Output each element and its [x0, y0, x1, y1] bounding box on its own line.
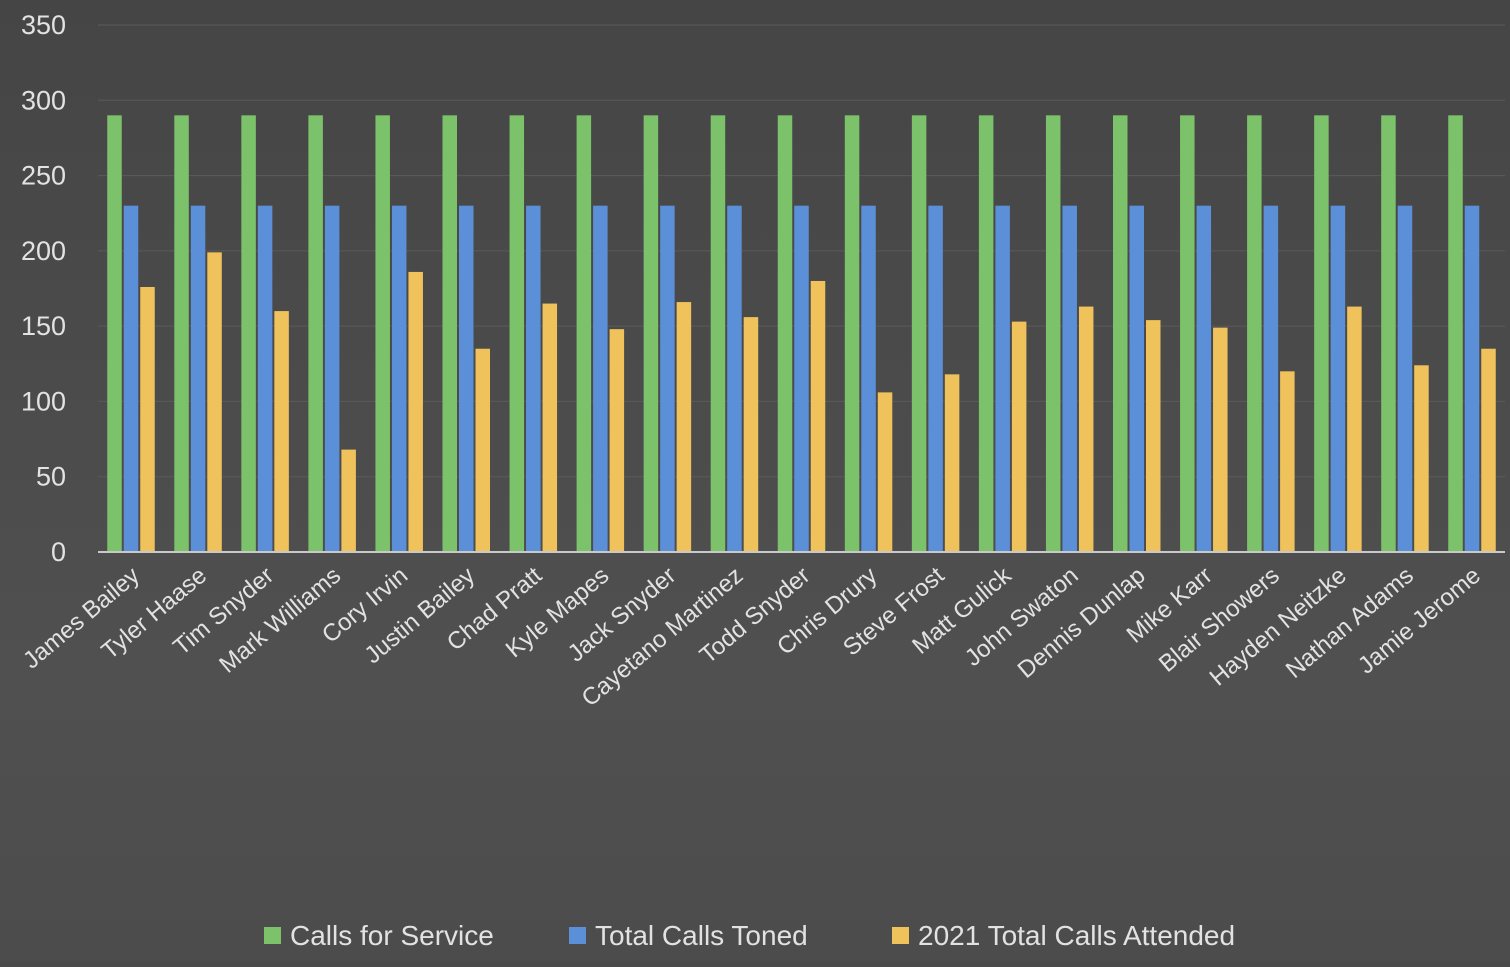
bar-calls-for-service-jack-snyder: [643, 115, 659, 552]
bar-total-calls-toned-chad-pratt: [526, 205, 541, 552]
bar-2021-total-calls-attended-nathan-adams: [1414, 365, 1429, 552]
bar-calls-for-service-cayetano-martinez: [710, 115, 726, 552]
bar-2021-total-calls-attended-james-bailey: [140, 286, 155, 552]
bar-2021-total-calls-attended-cory-irvin: [408, 271, 423, 552]
bar-calls-for-service-cory-irvin: [375, 115, 390, 552]
bar-calls-for-service-hayden-neitzke: [1314, 115, 1329, 552]
bar-calls-for-service-chris-drury: [844, 115, 860, 552]
bar-total-calls-toned-jack-snyder: [660, 205, 675, 552]
bar-calls-for-service-todd-snyder: [777, 115, 793, 552]
y-tick-label-150: 150: [21, 311, 66, 341]
bar-total-calls-toned-matt-gulick: [995, 205, 1010, 552]
bar-calls-for-service-justin-bailey: [442, 115, 457, 552]
x-category-label-james-bailey: James Bailey: [18, 562, 145, 674]
y-axis-tick-labels: 0 50 100 150 200 250 300 350: [21, 10, 66, 567]
bar-total-calls-toned-steve-frost: [928, 205, 943, 552]
bar-total-calls-toned-justin-bailey: [459, 205, 474, 552]
bar-calls-for-service-jamie-jerome: [1448, 115, 1463, 552]
bar-total-calls-toned-cory-irvin: [391, 205, 407, 552]
bar-calls-for-service-kyle-mapes: [576, 115, 592, 552]
bar-2021-total-calls-attended-steve-frost: [944, 374, 960, 552]
bar-total-calls-toned-todd-snyder: [794, 205, 809, 552]
bar-total-calls-toned-mike-karr: [1196, 205, 1212, 552]
legend-label-2021-total-calls-attended: 2021 Total Calls Attended: [918, 920, 1235, 951]
bar-total-calls-toned-dennis-dunlap: [1129, 205, 1144, 552]
bar-total-calls-toned-tyler-haase: [190, 205, 206, 552]
bar-total-calls-toned-cayetano-martinez: [727, 205, 742, 552]
bar-calls-for-service-john-swaton: [1045, 115, 1061, 552]
legend-label-calls-for-service: Calls for Service: [290, 920, 494, 951]
bar-calls-for-service-matt-gulick: [978, 115, 994, 552]
y-tick-label-0: 0: [51, 537, 66, 567]
bar-total-calls-toned-jamie-jerome: [1464, 205, 1480, 552]
legend-swatch-2021-total-calls-attended: [892, 927, 909, 944]
bar-total-calls-toned-tim-snyder: [257, 205, 273, 552]
bar-total-calls-toned-mark-williams: [324, 205, 340, 552]
bars: [107, 115, 1496, 553]
bar-2021-total-calls-attended-matt-gulick: [1011, 321, 1027, 552]
legend-swatch-calls-for-service: [264, 927, 281, 944]
bar-calls-for-service-steve-frost: [911, 115, 927, 552]
legend-swatch-total-calls-toned: [569, 927, 586, 944]
bar-2021-total-calls-attended-cayetano-martinez: [743, 317, 759, 552]
bar-total-calls-toned-kyle-mapes: [593, 205, 608, 552]
y-tick-label-200: 200: [21, 236, 66, 266]
bar-calls-for-service-james-bailey: [107, 115, 122, 552]
bar-calls-for-service-dennis-dunlap: [1113, 115, 1128, 552]
bar-2021-total-calls-attended-tim-snyder: [274, 311, 289, 552]
legend: Calls for Service Total Calls Toned 2021 T…: [264, 920, 1235, 951]
bar-calls-for-service-blair-showers: [1247, 115, 1262, 552]
bar-calls-for-service-nathan-adams: [1381, 115, 1396, 552]
bar-total-calls-toned-james-bailey: [123, 205, 139, 552]
bar-2021-total-calls-attended-mark-williams: [341, 449, 356, 552]
y-tick-label-350: 350: [21, 10, 66, 40]
bar-calls-for-service-mike-karr: [1180, 115, 1195, 552]
bar-calls-for-service-tim-snyder: [241, 115, 256, 552]
bar-2021-total-calls-attended-blair-showers: [1280, 371, 1295, 552]
y-tick-label-300: 300: [21, 85, 66, 115]
bar-2021-total-calls-attended-chad-pratt: [542, 303, 558, 552]
bar-2021-total-calls-attended-chris-drury: [877, 392, 893, 552]
bar-2021-total-calls-attended-john-swaton: [1078, 306, 1094, 552]
bar-total-calls-toned-chris-drury: [861, 205, 876, 552]
bar-2021-total-calls-attended-dennis-dunlap: [1146, 320, 1161, 552]
bar-calls-for-service-chad-pratt: [509, 115, 525, 552]
bar-total-calls-toned-hayden-neitzke: [1330, 205, 1346, 552]
bar-2021-total-calls-attended-jamie-jerome: [1481, 348, 1496, 552]
bar-calls-for-service-tyler-haase: [174, 115, 189, 552]
bar-2021-total-calls-attended-justin-bailey: [475, 348, 490, 552]
bar-total-calls-toned-nathan-adams: [1397, 205, 1413, 552]
y-tick-label-250: 250: [21, 161, 66, 191]
bar-2021-total-calls-attended-mike-karr: [1213, 327, 1228, 552]
bar-total-calls-toned-john-swaton: [1062, 205, 1077, 552]
bar-2021-total-calls-attended-todd-snyder: [810, 280, 826, 552]
legend-label-total-calls-toned: Total Calls Toned: [595, 920, 808, 951]
bar-calls-for-service-mark-williams: [308, 115, 323, 552]
y-tick-label-100: 100: [21, 386, 66, 416]
bar-2021-total-calls-attended-jack-snyder: [676, 302, 692, 552]
y-tick-label-50: 50: [36, 462, 66, 492]
bar-total-calls-toned-blair-showers: [1263, 205, 1279, 552]
bar-2021-total-calls-attended-hayden-neitzke: [1347, 306, 1362, 552]
bar-2021-total-calls-attended-tyler-haase: [207, 252, 222, 553]
bar-2021-total-calls-attended-kyle-mapes: [609, 329, 625, 552]
